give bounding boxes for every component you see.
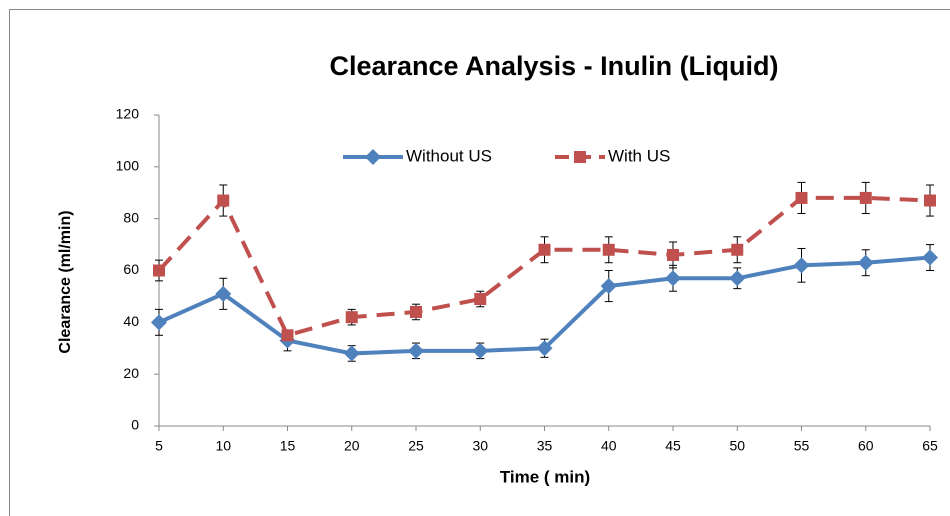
x-tick-label: 20 (344, 438, 360, 454)
x-tick-label: 60 (858, 438, 874, 454)
marker (924, 194, 936, 207)
x-tick-label: 55 (794, 438, 810, 454)
x-tick-label: 45 (665, 438, 681, 454)
legend-label: With US (608, 146, 670, 165)
marker (665, 270, 681, 287)
x-tick-label: 25 (408, 438, 424, 454)
marker (474, 293, 487, 306)
marker (793, 257, 810, 274)
x-tick-label: 5 (155, 438, 163, 454)
marker (600, 278, 617, 295)
legend-marker (365, 149, 381, 165)
y-tick-label: 0 (131, 417, 139, 433)
y-tick-label: 40 (123, 313, 139, 329)
x-tick-label: 35 (537, 438, 553, 454)
marker (859, 191, 872, 204)
marker (281, 329, 294, 342)
marker (729, 270, 746, 287)
marker (795, 191, 808, 204)
y-axis-label: Clearance (ml/min) (57, 210, 74, 353)
y-tick-label: 100 (116, 158, 140, 174)
x-tick-label: 15 (280, 438, 296, 454)
marker (667, 248, 679, 261)
marker (731, 243, 744, 256)
x-axis-label: Time ( min) (500, 467, 590, 486)
x-tick-label: 10 (215, 438, 231, 454)
marker (857, 254, 874, 271)
x-tick-label: 65 (922, 438, 938, 454)
marker (602, 243, 615, 256)
marker (153, 264, 165, 277)
y-tick-label: 80 (123, 209, 139, 225)
legend-label: Without US (406, 146, 492, 165)
marker (410, 305, 422, 318)
chart-border (9, 9, 950, 516)
x-tick-label: 40 (601, 438, 617, 454)
x-tick-label: 50 (729, 438, 745, 454)
marker (343, 345, 360, 362)
y-tick-label: 120 (116, 106, 140, 122)
y-tick-label: 60 (123, 261, 139, 277)
marker (536, 340, 553, 357)
marker (215, 285, 232, 302)
legend-marker (574, 151, 586, 163)
marker (472, 342, 489, 359)
chart-title: Clearance Analysis - Inulin (Liquid) (329, 51, 778, 81)
marker (345, 311, 358, 324)
x-tick-label: 30 (472, 438, 488, 454)
marker (151, 314, 167, 331)
marker (538, 243, 551, 256)
y-tick-label: 20 (123, 365, 139, 381)
marker (408, 342, 424, 359)
marker (922, 249, 938, 266)
marker (217, 194, 230, 207)
